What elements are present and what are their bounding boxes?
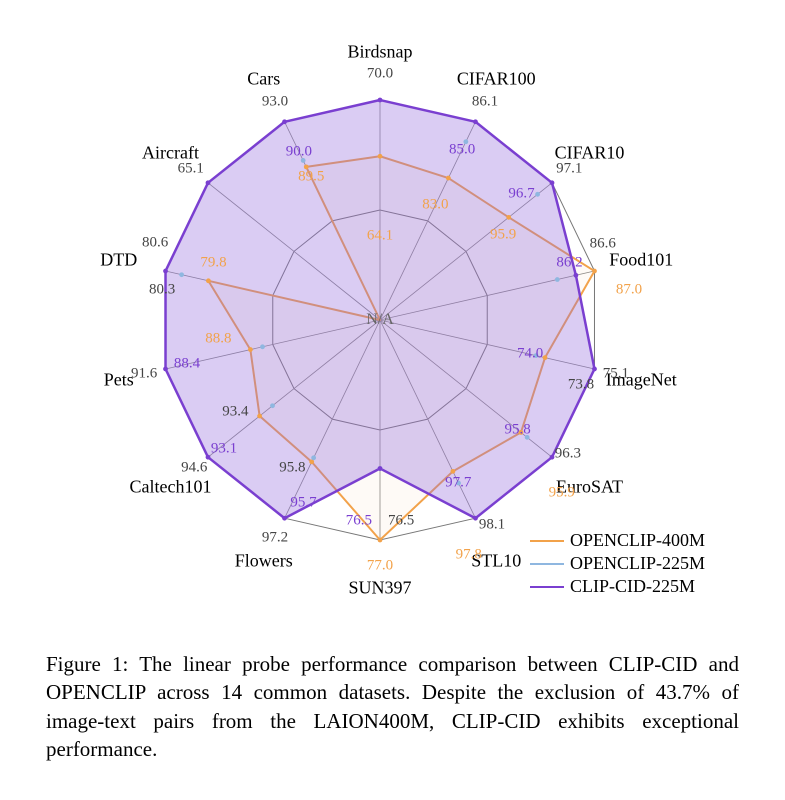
series-point	[473, 119, 478, 124]
legend-item: OPENCLIP-400M	[530, 530, 705, 551]
value-annotation: 76.5	[346, 513, 372, 530]
legend: OPENCLIP-400MOPENCLIP-225MCLIP-CID-225M	[530, 530, 705, 599]
figure-caption: Figure 1: The linear probe performance c…	[46, 650, 739, 763]
value-annotation: 65.1	[178, 161, 204, 178]
legend-swatch	[530, 563, 564, 565]
value-annotation: 94.6	[181, 460, 207, 477]
axis-label-Pets: Pets	[104, 369, 134, 390]
axis-label-Birdsnap: Birdsnap	[348, 42, 413, 63]
value-annotation: 95.8	[504, 421, 530, 438]
figure-container: BirdsnapCIFAR100CIFAR10Food101ImageNetEu…	[0, 0, 785, 800]
value-annotation: 95.9	[549, 484, 575, 501]
value-annotation: 97.1	[556, 161, 582, 178]
axis-label-SUN397: SUN397	[348, 578, 411, 599]
value-annotation: 95.9	[490, 227, 516, 244]
series-point	[592, 269, 597, 274]
value-annotation: 64.1	[367, 228, 393, 245]
series-point	[555, 277, 560, 282]
value-annotation: 98.1	[479, 516, 505, 533]
series-point	[260, 344, 265, 349]
value-annotation: 91.6	[131, 365, 157, 382]
series-point	[378, 538, 383, 543]
axis-label-Flowers: Flowers	[235, 551, 293, 572]
legend-item: CLIP-CID-225M	[530, 576, 705, 597]
value-annotation: 80.3	[149, 281, 175, 298]
value-annotation: 93.0	[262, 93, 288, 110]
value-annotation: 73.8	[568, 376, 594, 393]
axis-label-CIFAR100: CIFAR100	[457, 68, 536, 89]
series-point	[282, 119, 287, 124]
value-annotation: 88.4	[174, 356, 200, 373]
axis-label-Food101: Food101	[609, 250, 673, 271]
value-annotation: 97.7	[445, 474, 471, 491]
legend-label: OPENCLIP-400M	[570, 530, 705, 551]
legend-item: OPENCLIP-225M	[530, 553, 705, 574]
value-annotation: 95.8	[279, 459, 305, 476]
axis-label-Caltech101: Caltech101	[129, 477, 211, 498]
value-annotation: 96.7	[508, 186, 534, 203]
series-point	[473, 516, 478, 521]
legend-label: OPENCLIP-225M	[570, 553, 705, 574]
value-annotation: 86.2	[556, 254, 582, 271]
value-annotation: 93.4	[222, 404, 248, 421]
value-annotation: 90.0	[286, 143, 312, 160]
series-point	[270, 403, 275, 408]
value-annotation: 97.8	[456, 546, 482, 563]
series-point	[378, 154, 383, 159]
value-annotation: 77.0	[367, 558, 393, 575]
series-point	[311, 455, 316, 460]
radar-chart: BirdsnapCIFAR100CIFAR10Food101ImageNetEu…	[0, 0, 785, 640]
value-annotation: 76.5	[388, 513, 414, 530]
legend-swatch	[530, 540, 564, 542]
series-point	[378, 466, 383, 471]
value-annotation: 83.0	[422, 197, 448, 214]
axis-label-DTD: DTD	[100, 250, 137, 271]
value-annotation: 97.2	[262, 530, 288, 547]
series-point	[506, 215, 511, 220]
value-annotation: 87.0	[616, 282, 642, 299]
series-point	[450, 469, 455, 474]
value-annotation: 74.0	[517, 346, 543, 363]
series-point	[179, 272, 184, 277]
series-point	[550, 455, 555, 460]
value-annotation: 93.1	[211, 440, 237, 457]
value-annotation: 86.1	[472, 93, 498, 110]
series-point	[206, 180, 211, 185]
axis-label-Cars: Cars	[247, 68, 280, 89]
value-annotation: 88.8	[205, 331, 231, 348]
series-point	[446, 176, 451, 181]
value-annotation: 75.1	[603, 365, 629, 382]
series-point	[573, 273, 578, 278]
series-point	[550, 180, 555, 185]
series-point	[257, 414, 262, 419]
value-annotation: 79.8	[200, 255, 226, 272]
series-point	[535, 192, 540, 197]
series-point	[592, 367, 597, 372]
value-annotation: 85.0	[449, 141, 475, 158]
series-point	[543, 355, 548, 360]
series-point	[163, 367, 168, 372]
series-point	[163, 269, 168, 274]
legend-swatch	[530, 586, 564, 588]
value-annotation: 70.0	[367, 65, 393, 82]
series-point	[206, 278, 211, 283]
legend-label: CLIP-CID-225M	[570, 576, 695, 597]
value-annotation: 95.7	[290, 494, 316, 511]
value-annotation: 80.6	[142, 235, 168, 252]
value-annotation: 86.6	[590, 235, 616, 252]
center-na-label: N/A	[366, 311, 394, 329]
series-point	[378, 98, 383, 103]
series-point	[282, 516, 287, 521]
value-annotation: 96.3	[555, 446, 581, 463]
series-point	[248, 347, 253, 352]
value-annotation: 89.5	[298, 169, 324, 186]
